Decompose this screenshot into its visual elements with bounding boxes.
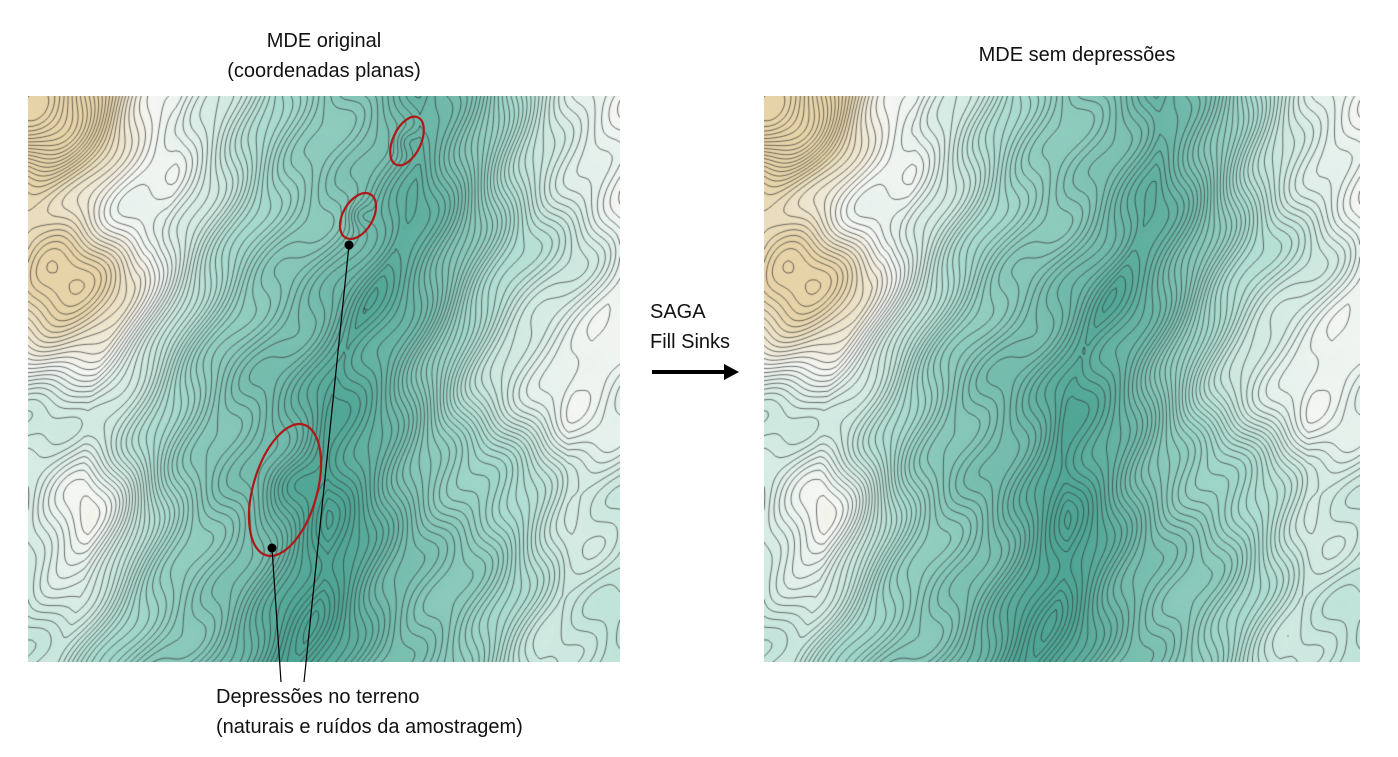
original-dem-map	[28, 96, 620, 662]
arrow-right-icon	[652, 364, 739, 380]
leader-dot-1	[344, 240, 354, 250]
left-title-line2: (coordenadas planas)	[227, 60, 421, 82]
leader-line-2	[271, 547, 282, 683]
depression-ellipse-1	[389, 115, 425, 167]
leader-line-1	[303, 244, 350, 683]
filled-dem-map	[764, 96, 1360, 662]
annotation-line1: Depressões no terreno	[216, 686, 420, 708]
left-title-line1: MDE original	[266, 30, 382, 52]
right-title: MDE sem depressões	[978, 44, 1176, 66]
process-label-line1: SAGA	[650, 301, 706, 323]
depression-ellipse-3	[247, 422, 323, 558]
process-label-line2: Fill Sinks	[650, 331, 731, 353]
annotation-line2: (naturais e ruídos da amostragem)	[216, 716, 523, 738]
depression-ellipse-2	[338, 191, 378, 241]
leader-dot-2	[267, 543, 277, 553]
